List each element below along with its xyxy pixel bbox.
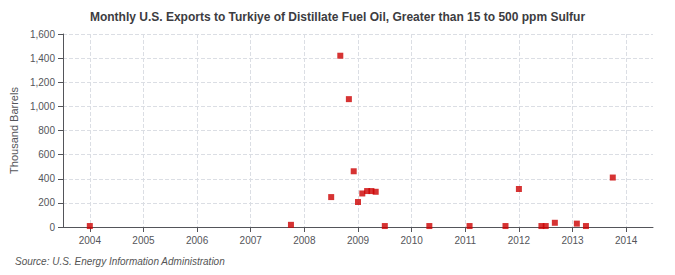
svg-text:2012: 2012 bbox=[508, 235, 531, 246]
svg-text:Thousand Barrels: Thousand Barrels bbox=[8, 87, 20, 174]
svg-text:2008: 2008 bbox=[293, 235, 316, 246]
svg-text:0: 0 bbox=[49, 222, 55, 233]
svg-text:2013: 2013 bbox=[561, 235, 584, 246]
svg-text:2014: 2014 bbox=[615, 235, 638, 246]
svg-text:Monthly U.S. Exports to Turkiy: Monthly U.S. Exports to Turkiye of Disti… bbox=[90, 10, 586, 24]
svg-text:1,200: 1,200 bbox=[30, 77, 55, 88]
svg-text:200: 200 bbox=[38, 197, 55, 208]
svg-text:2011: 2011 bbox=[455, 235, 477, 246]
svg-text:400: 400 bbox=[38, 173, 55, 184]
svg-text:2005: 2005 bbox=[132, 235, 155, 246]
svg-text:2006: 2006 bbox=[186, 235, 209, 246]
svg-text:600: 600 bbox=[38, 149, 55, 160]
svg-text:1,000: 1,000 bbox=[30, 101, 55, 112]
svg-text:1,600: 1,600 bbox=[30, 29, 55, 40]
svg-text:2004: 2004 bbox=[79, 235, 102, 246]
svg-text:2009: 2009 bbox=[347, 235, 370, 246]
svg-text:1,400: 1,400 bbox=[30, 53, 55, 64]
svg-text:Source: U.S. Energy Informatio: Source: U.S. Energy Information Administ… bbox=[15, 256, 225, 267]
svg-text:2007: 2007 bbox=[240, 235, 263, 246]
svg-text:800: 800 bbox=[38, 125, 55, 136]
svg-text:2010: 2010 bbox=[401, 235, 424, 246]
